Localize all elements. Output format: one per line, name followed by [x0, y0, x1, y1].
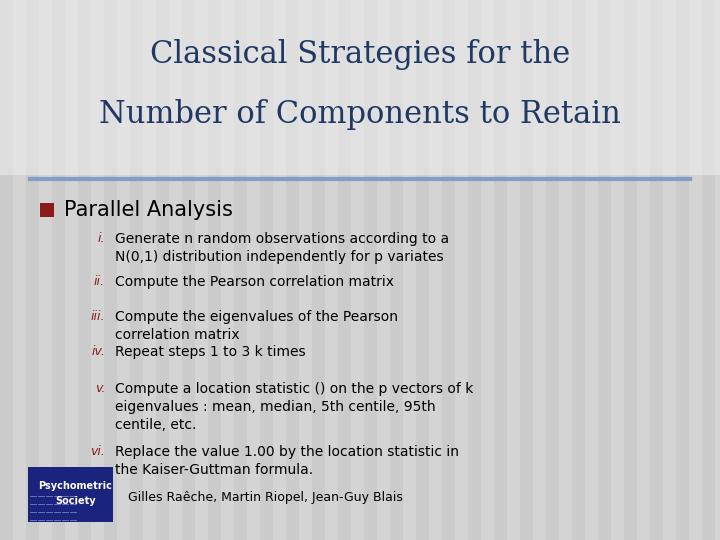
Bar — [260, 0, 273, 175]
Bar — [702, 0, 715, 540]
Bar — [416, 0, 429, 175]
Bar — [598, 0, 611, 175]
Bar — [104, 0, 117, 540]
Bar — [676, 0, 689, 175]
Text: Compute a location statistic () on the p vectors of k
eigenvalues : mean, median: Compute a location statistic () on the p… — [115, 382, 473, 431]
Bar — [416, 0, 429, 540]
Bar — [182, 0, 195, 175]
Bar — [442, 0, 455, 175]
Text: Classical Strategies for the: Classical Strategies for the — [150, 39, 570, 71]
Bar — [52, 0, 65, 540]
Bar — [338, 0, 351, 175]
Bar — [156, 0, 169, 175]
Bar — [702, 0, 715, 175]
Bar — [624, 0, 637, 540]
Bar — [286, 0, 299, 540]
Bar — [104, 0, 117, 175]
Bar — [494, 0, 507, 540]
Text: ii.: ii. — [94, 275, 105, 288]
Text: Number of Components to Retain: Number of Components to Retain — [99, 99, 621, 131]
Text: Gilles Raêche, Martin Riopel, Jean-Guy Blais: Gilles Raêche, Martin Riopel, Jean-Guy B… — [128, 491, 403, 504]
Bar — [312, 0, 325, 540]
Bar — [468, 0, 481, 540]
Bar — [260, 0, 273, 540]
Bar — [52, 0, 65, 175]
Bar — [312, 0, 325, 175]
Text: Compute the Pearson correlation matrix: Compute the Pearson correlation matrix — [115, 275, 394, 289]
Text: Replace the value 1.00 by the location statistic in
the Kaiser-Guttman formula.: Replace the value 1.00 by the location s… — [115, 445, 459, 477]
Bar — [390, 0, 403, 540]
Bar — [546, 0, 559, 175]
Bar — [208, 0, 221, 540]
Bar — [494, 0, 507, 175]
Bar — [130, 0, 143, 175]
Bar — [520, 0, 533, 175]
Bar — [0, 0, 13, 540]
Bar — [78, 0, 91, 175]
Bar — [26, 0, 39, 175]
Bar — [650, 0, 663, 540]
Bar — [676, 0, 689, 540]
Bar — [0, 0, 13, 175]
Bar — [286, 0, 299, 175]
Bar — [234, 0, 247, 175]
Bar — [28, 467, 113, 522]
Bar — [364, 0, 377, 175]
Bar — [338, 0, 351, 540]
Text: i.: i. — [97, 232, 105, 245]
Text: iv.: iv. — [91, 345, 105, 358]
Bar — [572, 0, 585, 175]
Bar — [0, 0, 720, 175]
Text: Psychometric: Psychometric — [39, 481, 112, 491]
Bar — [572, 0, 585, 540]
Text: Repeat steps 1 to 3 k times: Repeat steps 1 to 3 k times — [115, 345, 305, 359]
Bar — [130, 0, 143, 540]
Text: Parallel Analysis: Parallel Analysis — [64, 200, 233, 220]
Bar — [442, 0, 455, 540]
Bar — [78, 0, 91, 540]
Text: Society: Society — [55, 496, 96, 506]
Text: vi.: vi. — [90, 445, 105, 458]
Text: v.: v. — [94, 382, 105, 395]
Bar — [26, 0, 39, 540]
Bar — [208, 0, 221, 175]
Bar — [520, 0, 533, 540]
Text: Generate n random observations according to a
N(0,1) distribution independently : Generate n random observations according… — [115, 232, 449, 264]
Bar — [624, 0, 637, 175]
Bar — [390, 0, 403, 175]
Bar — [234, 0, 247, 540]
Text: Compute the eigenvalues of the Pearson
correlation matrix: Compute the eigenvalues of the Pearson c… — [115, 310, 398, 342]
Bar — [156, 0, 169, 540]
Bar — [598, 0, 611, 540]
Text: iii.: iii. — [91, 310, 105, 323]
Bar — [40, 203, 54, 217]
Bar — [546, 0, 559, 540]
Bar — [468, 0, 481, 175]
Bar — [182, 0, 195, 540]
Bar — [364, 0, 377, 540]
Bar — [650, 0, 663, 175]
